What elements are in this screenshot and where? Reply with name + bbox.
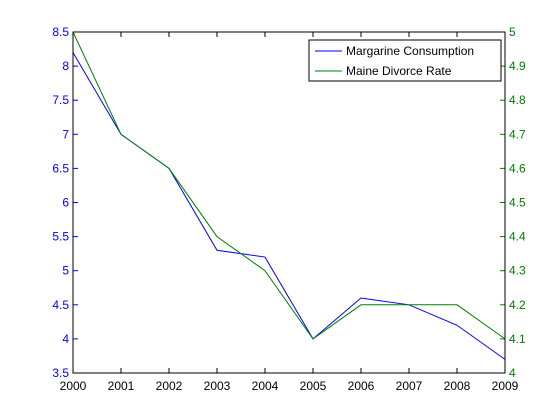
legend-box: [308, 39, 502, 82]
right-tick-label: 4.8: [509, 93, 526, 107]
series-line-0: [72, 52, 506, 360]
right-tick-label: 4.9: [509, 59, 526, 73]
left-tick-label: 4.5: [52, 298, 69, 312]
plot-area-frame: [72, 31, 506, 374]
legend: Margarine Consumption Maine Divorce Rate: [308, 39, 502, 82]
right-tick-label: 4.2: [509, 298, 526, 312]
legend-label-divorce: Maine Divorce Rate: [346, 64, 452, 78]
right-tick-label: 4.1: [509, 332, 526, 346]
x-axis: 2000 2001 2002 2003 2004 2005 2006 2007 2008 2009: [60, 32, 519, 393]
legend-label-margarine: Margarine Consumption: [346, 44, 474, 58]
left-tick-label: 8.5: [52, 25, 69, 39]
right-tick-label: 4.6: [509, 161, 526, 175]
right-tick-label: 4: [509, 366, 516, 380]
x-tick-label: 2000: [60, 379, 87, 393]
series-lines: [72, 31, 506, 360]
left-tick-label: 6.5: [52, 161, 69, 175]
right-tick-label: 4.7: [509, 127, 526, 141]
series-line-1: [72, 31, 506, 340]
x-tick-label: 2004: [252, 379, 279, 393]
right-tick-label: 4.4: [509, 230, 526, 244]
left-tick-label: 7.5: [52, 93, 69, 107]
left-y-axis: 3.5 4 4.5 5 5.5 6 6.5 7 7.5 8 8.5: [52, 25, 78, 380]
x-tick-label: 2005: [300, 379, 327, 393]
left-tick-label: 5.5: [52, 230, 69, 244]
x-tick-label: 2002: [156, 379, 183, 393]
x-tick-label: 2006: [348, 379, 375, 393]
x-tick-label: 2007: [396, 379, 423, 393]
left-tick-label: 4: [62, 332, 69, 346]
x-tick-label: 2008: [444, 379, 471, 393]
x-tick-label: 2003: [204, 379, 231, 393]
left-tick-label: 7: [62, 127, 69, 141]
left-tick-label: 8: [62, 59, 69, 73]
right-tick-label: 4.5: [509, 196, 526, 210]
left-tick-label: 5: [62, 264, 69, 278]
x-tick-label: 2009: [492, 379, 519, 393]
right-tick-label: 5: [509, 25, 516, 39]
x-tick-label: 2001: [108, 379, 135, 393]
right-tick-label: 4.3: [509, 264, 526, 278]
left-tick-label: 3.5: [52, 366, 69, 380]
left-tick-label: 6: [62, 196, 69, 210]
right-y-axis: 4 4.1 4.2 4.3 4.4 4.5 4.6 4.7 4.8 4.9 5: [500, 25, 526, 380]
